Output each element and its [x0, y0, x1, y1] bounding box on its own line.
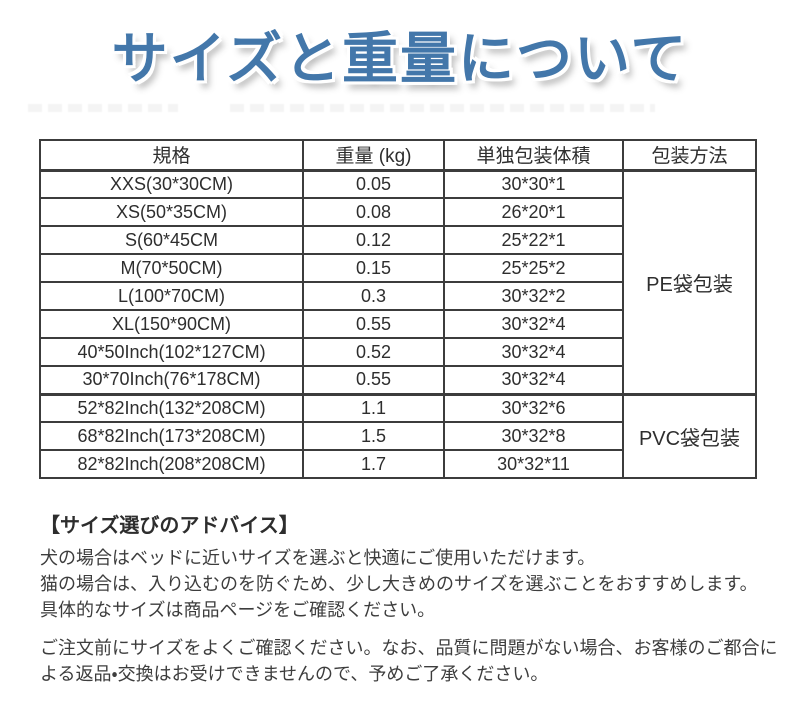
packaging-cell-pvc: PVC袋包装 [622, 392, 757, 479]
table-row: XL(150*90CM) 0.55 30*32*4 [39, 309, 756, 339]
spec-cell: XS(50*35CM) [39, 197, 304, 227]
weight-cell: 0.55 [302, 365, 445, 395]
size-weight-table: 規格 重量 (kg) 単独包装体積 包装方法 XXS(30*30CM) 0.05… [39, 139, 757, 479]
weight-cell: 0.08 [302, 197, 445, 227]
volume-cell: 30*32*4 [443, 365, 624, 395]
volume-cell: 25*25*2 [443, 253, 624, 283]
table-row: 52*82Inch(132*208CM) 1.1 30*32*6 PVC袋包装 [39, 392, 757, 479]
table-row: 82*82Inch(208*208CM) 1.7 30*32*11 [39, 449, 756, 479]
faint-watermark-left [28, 104, 178, 112]
spec-cell: XL(150*90CM) [39, 309, 304, 339]
faint-watermark-right [230, 104, 655, 112]
spec-cell: M(70*50CM) [39, 253, 304, 283]
spec-cell: L(100*70CM) [39, 281, 304, 311]
note-line-1: ご注文前にサイズをよくご確認ください。なお、品質に問題がない場合、お客様のご都合… [40, 638, 778, 658]
advice-line-dog: 犬の場合はベッドに近いサイズを選ぶと快適にご使用いただけます。 [40, 548, 596, 568]
advice-section: 【サイズ選びのアドバイス】 犬の場合はベッドに近いサイズを選ぶと快適にご使用いた… [40, 512, 788, 687]
spec-cell: 82*82Inch(208*208CM) [39, 449, 304, 479]
weight-cell: 0.12 [302, 225, 445, 255]
packaging-cell-pe: PE袋包装 [622, 169, 757, 395]
table-header-row: 規格 重量 (kg) 単独包装体積 包装方法 [39, 139, 757, 172]
volume-cell: 30*32*4 [443, 309, 624, 339]
table-row: XS(50*35CM) 0.08 26*20*1 [39, 197, 756, 227]
volume-cell: 30*32*4 [443, 337, 624, 367]
page-title: サイズと重量について [111, 27, 689, 90]
volume-cell: 30*32*2 [443, 281, 624, 311]
spec-cell: 52*82Inch(132*208CM) [39, 392, 304, 423]
spec-cell: S(60*45CM [39, 225, 304, 255]
weight-cell: 0.05 [302, 169, 445, 199]
spec-cell: 68*82Inch(173*208CM) [39, 421, 304, 451]
col-header-volume: 単独包装体積 [443, 139, 624, 172]
table-row: 68*82Inch(173*208CM) 1.5 30*32*8 [39, 421, 756, 451]
volume-cell: 25*22*1 [443, 225, 624, 255]
volume-cell: 30*30*1 [443, 169, 624, 199]
col-header-spec: 規格 [39, 139, 304, 172]
weight-cell: 0.15 [302, 253, 445, 283]
spec-cell: XXS(30*30CM) [39, 169, 304, 199]
table-row: M(70*50CM) 0.15 25*25*2 [39, 253, 756, 283]
order-note: ご注文前にサイズをよくご確認ください。なお、品質に問題がない場合、お客様のご都合… [40, 635, 788, 687]
weight-cell: 1.5 [302, 421, 445, 451]
weight-cell: 0.52 [302, 337, 445, 367]
col-header-weight: 重量 (kg) [302, 139, 445, 172]
weight-cell: 1.1 [302, 392, 445, 423]
weight-cell: 0.3 [302, 281, 445, 311]
advice-heading: 【サイズ選びのアドバイス】 [40, 515, 299, 537]
volume-cell: 30*32*6 [443, 392, 624, 423]
col-header-method: 包装方法 [622, 139, 757, 172]
volume-cell: 30*32*11 [443, 449, 624, 479]
table-row: L(100*70CM) 0.3 30*32*2 [39, 281, 756, 311]
spec-cell: 30*70Inch(76*178CM) [39, 365, 304, 395]
weight-cell: 0.55 [302, 309, 445, 339]
note-line-2: よる返品・交換はお受けできませんので、予めご了承ください。 [40, 664, 549, 684]
table-row: XXS(30*30CM) 0.05 30*30*1 PE袋包装 [39, 169, 757, 395]
table-row: 30*70Inch(76*178CM) 0.55 30*32*4 [39, 365, 756, 395]
volume-cell: 30*32*8 [443, 421, 624, 451]
table-row: S(60*45CM 0.12 25*22*1 [39, 225, 756, 255]
advice-line-confirm: 具体的なサイズは商品ページをご確認ください。 [40, 600, 436, 620]
advice-line-cat: 猫の場合は、入り込むのを防ぐため、少し大きめのサイズを選ぶことをおすすめします。 [40, 574, 758, 594]
spec-cell: 40*50Inch(102*127CM) [39, 337, 304, 367]
volume-cell: 26*20*1 [443, 197, 624, 227]
table-row: 40*50Inch(102*127CM) 0.52 30*32*4 [39, 337, 756, 367]
weight-cell: 1.7 [302, 449, 445, 479]
